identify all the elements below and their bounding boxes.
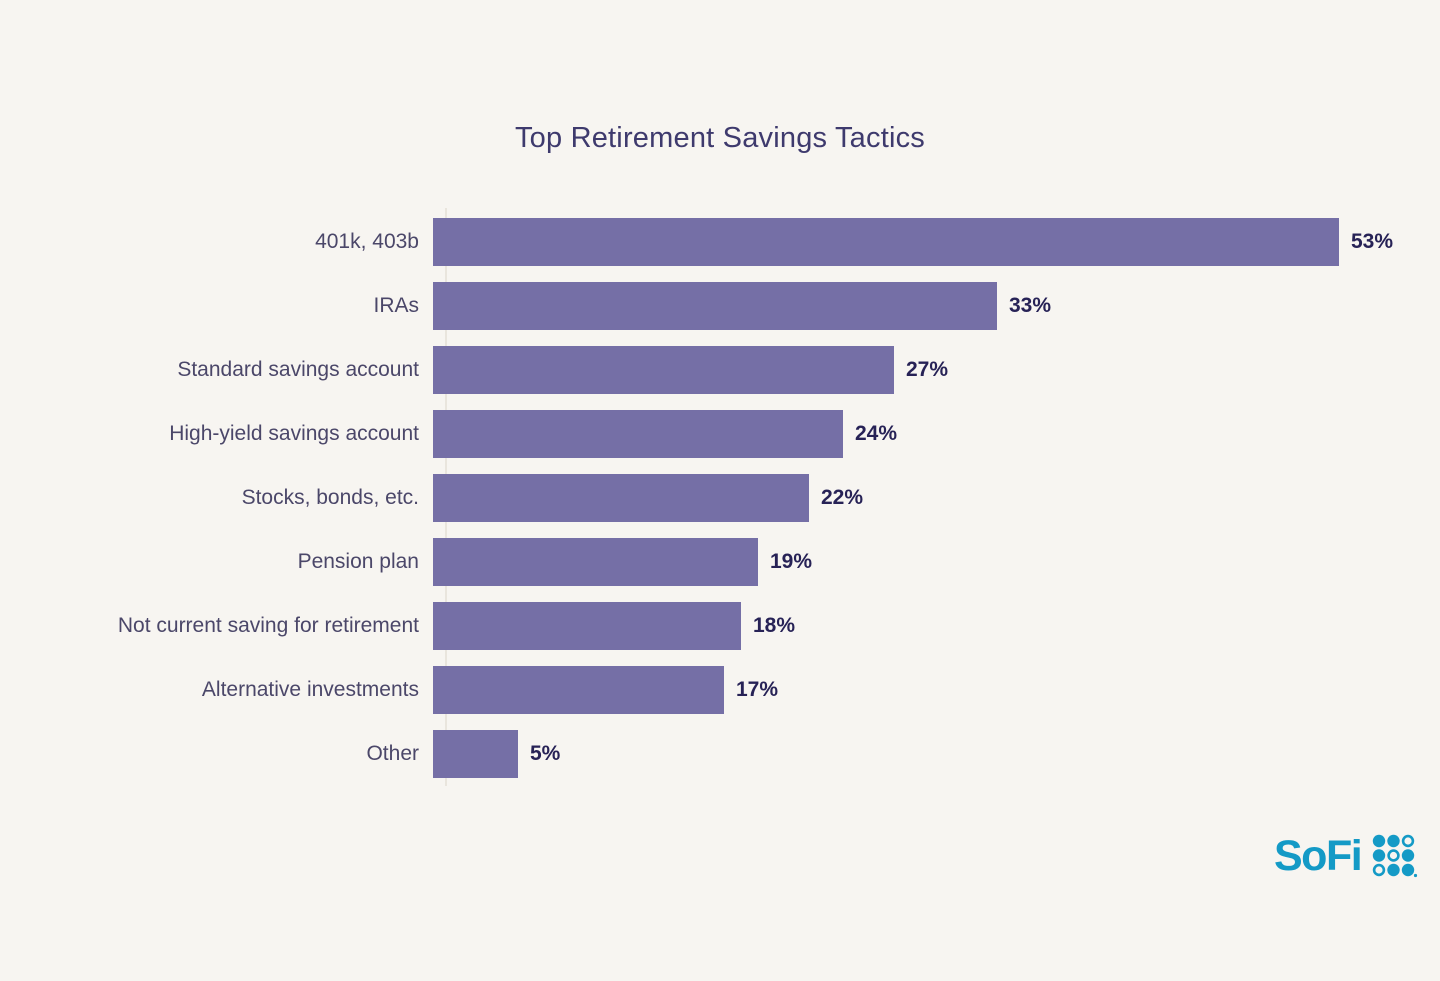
bar <box>433 282 997 330</box>
value-label: 27% <box>906 358 949 381</box>
value-label: 53% <box>1351 230 1394 253</box>
value-label: 22% <box>821 486 864 509</box>
value-label: 18% <box>753 614 796 637</box>
value-label: 33% <box>1009 294 1052 317</box>
category-label: Other <box>366 742 419 765</box>
value-label: 17% <box>736 678 779 701</box>
bar-row: High-yield savings account 24% <box>0 410 1393 458</box>
sofi-logo: SoFi <box>1274 834 1418 878</box>
bar-row: Other 5% <box>0 730 1393 778</box>
category-label: High-yield savings account <box>169 422 419 445</box>
bar-row: Standard savings account 27% <box>0 346 1393 394</box>
sofi-dot-grid-icon <box>1372 834 1418 878</box>
bar <box>433 666 724 714</box>
bar <box>433 346 894 394</box>
category-label: IRAs <box>373 294 419 317</box>
bar <box>433 474 809 522</box>
bar-row: 401k, 403b 53% <box>0 218 1393 266</box>
bar <box>433 602 741 650</box>
category-label: 401k, 403b <box>315 230 419 253</box>
value-label: 19% <box>770 550 813 573</box>
bar <box>433 218 1339 266</box>
bar <box>433 730 518 778</box>
bar-row: Not current saving for retirement 18% <box>0 602 1393 650</box>
bar-row: IRAs 33% <box>0 282 1393 330</box>
category-label: Alternative investments <box>201 678 419 701</box>
category-label: Pension plan <box>297 550 419 573</box>
bar <box>433 410 843 458</box>
bar <box>433 538 758 586</box>
chart-title: Top Retirement Savings Tactics <box>514 122 926 154</box>
value-label: 5% <box>530 742 561 765</box>
category-label: Stocks, bonds, etc. <box>241 486 419 509</box>
category-label: Standard savings account <box>177 358 419 381</box>
bar-row: Pension plan 19% <box>0 538 1393 586</box>
bar-row: Stocks, bonds, etc. 22% <box>0 474 1393 522</box>
bar-row: Alternative investments 17% <box>0 666 1393 714</box>
bar-chart: 401k, 403b 53% IRAs 33% Standard savings acc… <box>0 218 1393 794</box>
category-label: Not current saving for retirement <box>117 614 419 637</box>
sofi-wordmark: SoFi <box>1274 831 1363 880</box>
value-label: 24% <box>855 422 898 445</box>
